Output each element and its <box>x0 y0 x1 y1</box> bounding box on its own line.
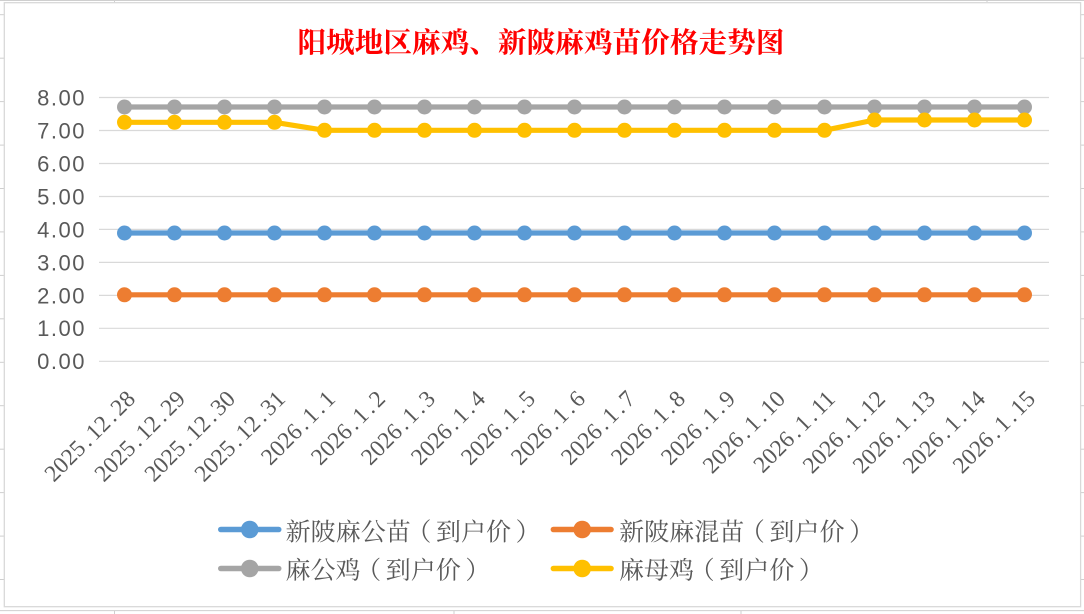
svg-text:8.00: 8.00 <box>37 85 86 110</box>
svg-text:1.00: 1.00 <box>37 316 86 341</box>
svg-text:0.00: 0.00 <box>37 349 86 374</box>
svg-text:3.00: 3.00 <box>37 250 86 275</box>
svg-text:7.00: 7.00 <box>37 118 86 143</box>
svg-text:6.00: 6.00 <box>37 151 86 176</box>
svg-text:5.00: 5.00 <box>37 184 86 209</box>
svg-text:4.00: 4.00 <box>37 217 86 242</box>
svg-text:2.00: 2.00 <box>37 283 86 308</box>
